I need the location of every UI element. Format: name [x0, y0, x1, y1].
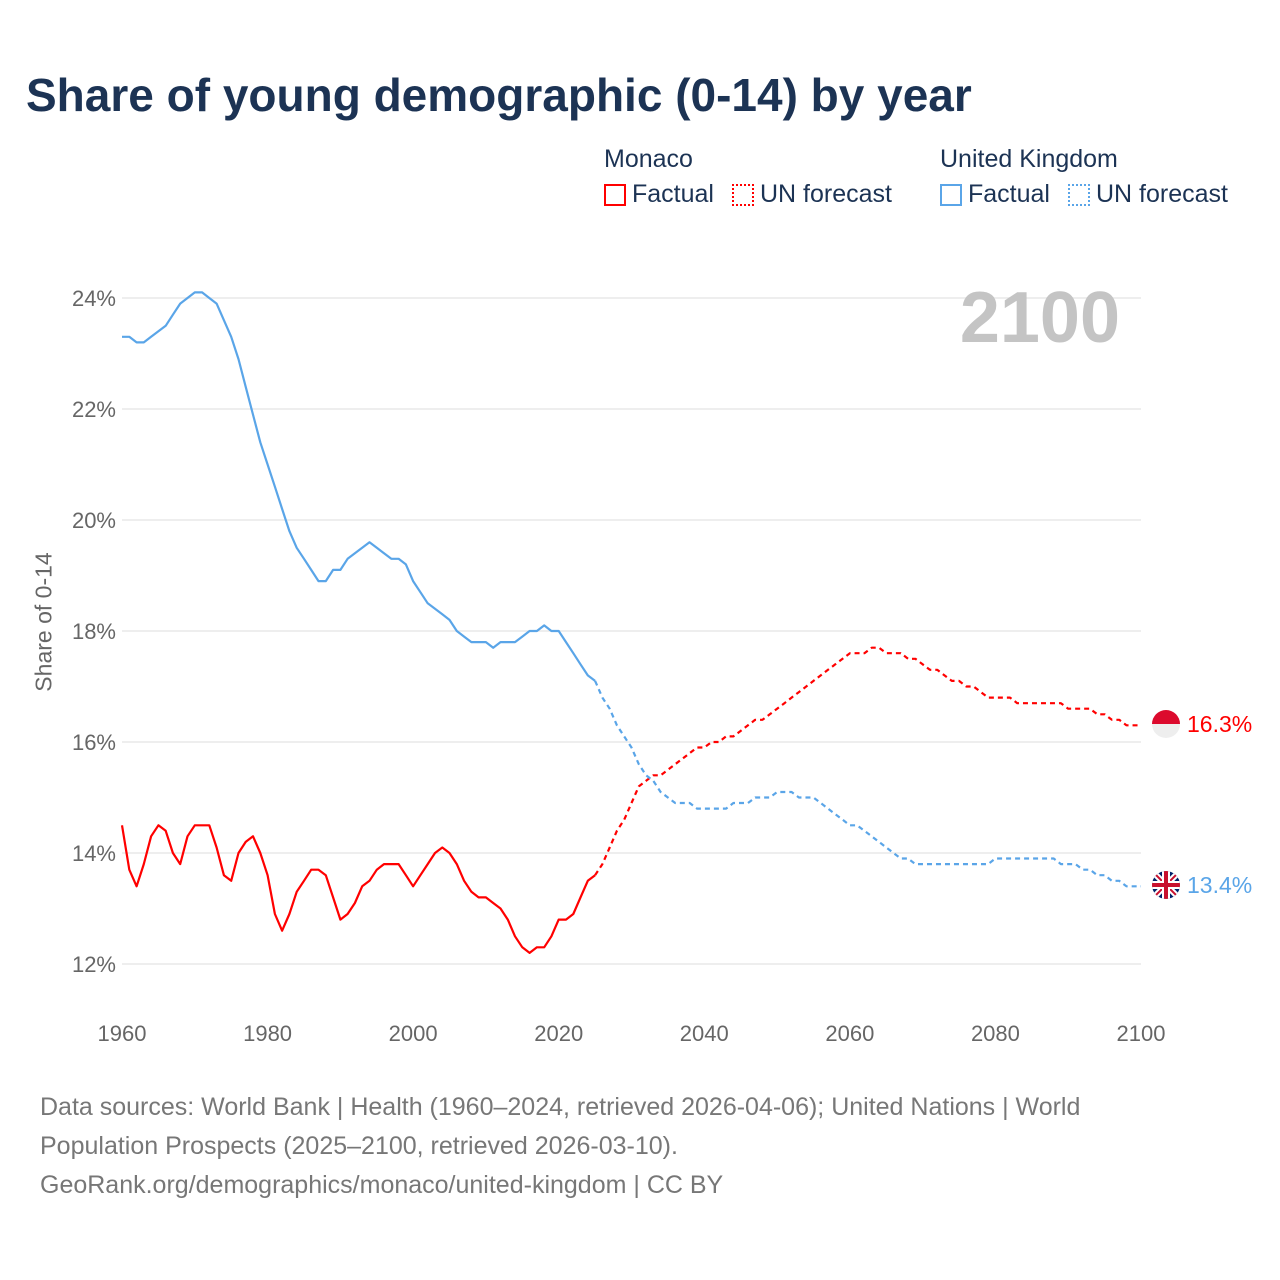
legend-swatch-solid [940, 183, 962, 206]
monaco-end-label: 16.3% [1187, 711, 1252, 737]
year-overlay: 2100 [960, 278, 1120, 358]
monaco-factual-line [120, 824, 596, 954]
source-link[interactable]: GeoRank.org/demographics/monaco/united-k… [40, 1171, 724, 1199]
legend-uk-forecast[interactable]: UN forecast [1067, 180, 1228, 209]
uk-end-label: 13.4% [1187, 872, 1252, 898]
y-tick-label: 12% [72, 952, 116, 977]
source-text: Data sources: World Bank | Health (1960–… [40, 1093, 1081, 1160]
monaco-forecast-line [594, 646, 1141, 876]
legend-monaco: Monaco Factual UN forecast [604, 145, 892, 209]
uk-forecast-line [594, 680, 1141, 888]
x-tick-label: 1980 [243, 1021, 292, 1046]
legend-monaco-forecast[interactable]: UN forecast [731, 180, 892, 209]
legend-swatch-solid [604, 183, 626, 206]
legend-label: UN forecast [759, 180, 892, 208]
legend-label: Factual [632, 180, 714, 208]
uk-factual-line [122, 291, 596, 682]
x-tick-label: 2080 [971, 1021, 1020, 1046]
legend-uk-factual[interactable]: Factual [940, 180, 1050, 209]
y-tick-label: 20% [72, 508, 116, 533]
y-tick-label: 18% [72, 619, 116, 644]
uk-flag-icon [1152, 871, 1180, 899]
chart-title: Share of young demographic (0-14) by yea… [26, 69, 972, 121]
y-axis-label: Share of 0-14 [30, 552, 57, 692]
legend-label: Factual [968, 180, 1050, 208]
y-tick-label: 24% [72, 286, 116, 311]
y-tick-label: 22% [72, 397, 116, 422]
x-tick-label: 2040 [680, 1021, 729, 1046]
legend-swatch-dotted [1067, 183, 1090, 206]
legend-uk-heading: United Kingdom [940, 145, 1118, 173]
y-tick-label: 16% [72, 730, 116, 755]
legend-monaco-factual[interactable]: Factual [604, 180, 714, 209]
x-tick-label: 1960 [98, 1021, 147, 1046]
source-note: Data sources: World Bank | Health (1960–… [40, 1088, 1160, 1205]
legend-label: UN forecast [1095, 180, 1228, 208]
y-tick-label: 14% [72, 841, 116, 866]
monaco-flag-icon [1152, 710, 1180, 738]
x-tick-label: 2020 [534, 1021, 583, 1046]
legend-monaco-heading: Monaco [604, 145, 693, 173]
legend-uk: United Kingdom Factual UN forecast [940, 145, 1228, 209]
legend-swatch-dotted [731, 183, 754, 206]
x-tick-label: 2000 [389, 1021, 438, 1046]
x-tick-label: 2060 [825, 1021, 874, 1046]
x-tick-label: 2100 [1117, 1021, 1166, 1046]
